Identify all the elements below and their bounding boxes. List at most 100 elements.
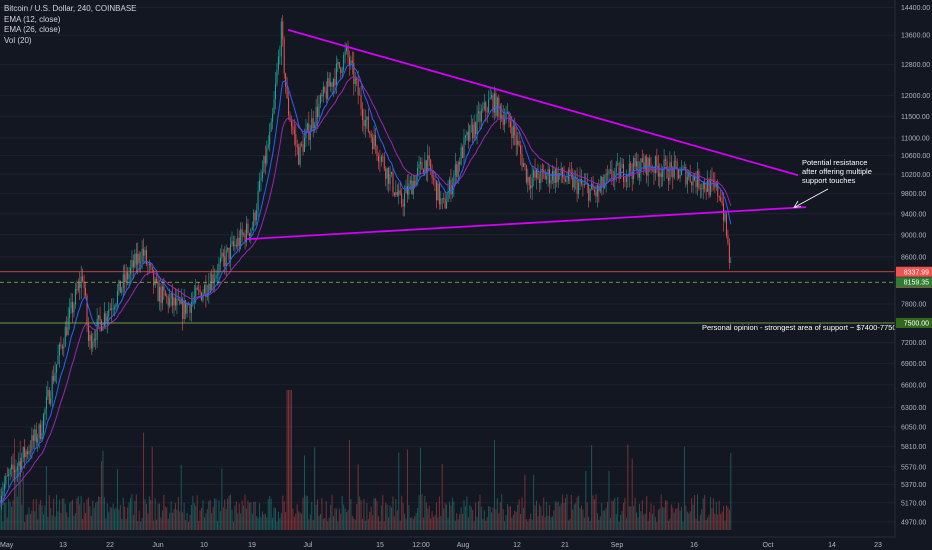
volume-bar [547, 515, 549, 530]
volume-bar [306, 496, 308, 530]
volume-bar [108, 512, 110, 530]
volume-bar [404, 513, 406, 530]
volume-bar [333, 516, 334, 530]
volume-bar [434, 515, 436, 530]
candle-body [636, 161, 638, 167]
volume-legend[interactable]: Vol (20) [4, 35, 32, 45]
volume-bar [631, 458, 633, 530]
volume-bar [537, 516, 539, 530]
x-tick-label: Jul [304, 542, 313, 549]
candle-body [544, 172, 546, 180]
symbol-title[interactable]: Bitcoin / U.S. Dollar, 240, COINBASE [4, 4, 137, 13]
volume-bar [612, 500, 614, 530]
candle-body [710, 178, 711, 196]
volume-bar [41, 505, 43, 530]
volume-bar [322, 518, 324, 530]
volume-bar [90, 516, 92, 530]
candle-body [424, 160, 426, 174]
volume-bar [460, 507, 462, 530]
volume-bar [379, 521, 381, 530]
volume-bar [346, 512, 348, 530]
volume-bar [617, 496, 619, 530]
volume-bar [437, 517, 439, 530]
candle-body [114, 307, 116, 309]
volume-bar [0, 504, 2, 530]
volume-bar [190, 505, 192, 530]
volume-bar [348, 439, 350, 530]
candle-body [79, 283, 81, 288]
volume-bar [177, 496, 179, 530]
volume-bar [231, 509, 233, 530]
candle-body [250, 229, 252, 236]
volume-bar [392, 496, 394, 530]
candle-body [51, 375, 53, 398]
candle-body [608, 170, 610, 175]
candle-body [182, 299, 184, 319]
ema26-legend[interactable]: EMA (26, close) [4, 25, 61, 34]
candle-body [469, 125, 471, 141]
volume-bar [579, 508, 581, 530]
candle-body [370, 133, 372, 139]
candle-body [64, 327, 66, 347]
chart-legend: Bitcoin / U.S. Dollar, 240, COINBASE EMA… [4, 4, 137, 46]
candle-body [524, 163, 526, 166]
candle-body [485, 102, 487, 112]
ema12-legend[interactable]: EMA (12, close) [4, 14, 61, 24]
candle-body [93, 338, 95, 342]
volume-bar [99, 496, 101, 530]
volume-bar [411, 517, 413, 530]
volume-bar [625, 517, 627, 530]
volume-bar [633, 505, 635, 530]
volume-bar [63, 498, 65, 530]
candle-body [388, 167, 390, 184]
candle-body [491, 95, 493, 98]
volume-bar [427, 508, 429, 530]
y-tick-label: 7200.00 [901, 340, 926, 347]
volume-bar [489, 506, 491, 530]
candle-body [437, 183, 439, 201]
time-axis[interactable]: May 13 22 Jun 10 19 Jul 15 12:00 Aug 12 21 Sep 16 Oct 1… [0, 536, 932, 550]
upper-trendline [287, 28, 799, 177]
volume-bar [459, 514, 461, 530]
candle-body [698, 171, 700, 189]
candle-body [44, 409, 46, 415]
candle-body [296, 144, 298, 148]
candle-body [401, 193, 403, 204]
candle-body [337, 62, 339, 64]
volume-bar [444, 502, 446, 530]
candle-body [119, 280, 121, 293]
candle-body [717, 183, 719, 197]
volume-bar [357, 464, 359, 530]
candle-body [728, 242, 730, 263]
volume-bar [654, 516, 656, 530]
candle-body [259, 180, 261, 191]
volume-bar [727, 507, 729, 530]
candle-body [515, 135, 517, 145]
volume-bar [681, 506, 682, 530]
candle-body [576, 177, 578, 194]
candle-body [672, 167, 674, 178]
candle-body [650, 166, 652, 171]
volume-bar [18, 470, 20, 530]
volume-bar [337, 521, 339, 530]
candle-body [422, 169, 424, 174]
lower-trendline [246, 206, 807, 241]
candle-body [392, 172, 394, 193]
candle-body [173, 297, 175, 306]
candle-body [633, 157, 635, 179]
volume-bar [553, 510, 555, 530]
volume-bar [85, 513, 87, 530]
volume-bar [393, 516, 395, 530]
y-tick-label: 5370.00 [901, 482, 926, 489]
candle-body [121, 288, 123, 293]
volume-bar [328, 517, 330, 530]
candle-body [14, 469, 15, 472]
candle-body [246, 223, 247, 242]
x-tick-label: 12 [513, 542, 521, 549]
volume-bar [496, 498, 498, 530]
candle-body [311, 118, 313, 132]
volume-bar [222, 507, 224, 530]
candle-body [563, 177, 565, 180]
candle-body [237, 237, 239, 247]
